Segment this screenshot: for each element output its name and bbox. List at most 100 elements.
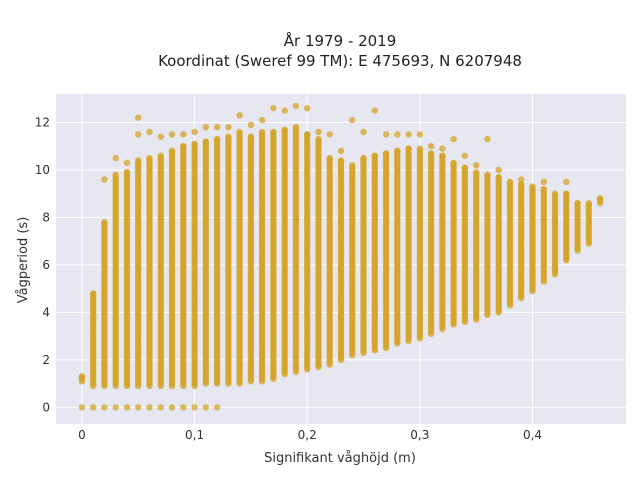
data-point [326, 131, 333, 138]
data-point [585, 200, 592, 207]
data-point [123, 159, 131, 166]
data-point [202, 404, 209, 411]
y-tick-labels: 0 2 4 6 8 10 12 [35, 115, 50, 414]
x-tick-label: 0 [78, 428, 86, 442]
data-point [416, 145, 424, 152]
data-point [213, 124, 221, 131]
y-tick-label: 2 [42, 353, 50, 367]
data-point [258, 116, 266, 124]
data-point [315, 135, 322, 143]
data-point [596, 195, 604, 202]
data-point [270, 128, 277, 136]
data-point [112, 404, 119, 411]
data-point [191, 404, 198, 411]
data-point [495, 173, 502, 181]
data-point [213, 404, 221, 411]
data-points [78, 102, 604, 411]
data-point [123, 169, 131, 176]
data-point [168, 147, 176, 155]
data-point [382, 131, 390, 138]
data-point [157, 152, 164, 159]
data-point [135, 131, 142, 138]
data-point [484, 135, 491, 143]
data-point [236, 128, 243, 136]
data-point [540, 185, 547, 193]
data-point [292, 102, 300, 110]
data-point [202, 138, 209, 145]
data-point [180, 131, 187, 138]
data-point [146, 404, 153, 411]
data-point [405, 145, 412, 152]
y-tick-label: 10 [35, 163, 50, 177]
data-point [371, 152, 378, 159]
data-point [236, 112, 243, 119]
data-point [518, 181, 525, 188]
data-point [473, 162, 480, 169]
data-point [247, 121, 255, 129]
data-point [337, 147, 345, 155]
data-point [360, 128, 367, 136]
data-point [382, 150, 390, 157]
data-point [90, 404, 97, 411]
x-tick-label: 0,4 [523, 428, 542, 442]
data-point [371, 107, 378, 114]
data-point [450, 135, 457, 143]
data-point [101, 176, 108, 183]
y-tick-label: 8 [42, 210, 50, 224]
data-point [518, 176, 525, 183]
data-point [506, 178, 514, 185]
x-tick-label: 0,1 [185, 428, 204, 442]
data-point [529, 183, 536, 190]
data-point [112, 171, 119, 178]
data-point [135, 404, 142, 411]
x-axis-label: Signifikant våghöjd (m) [264, 451, 416, 466]
chart-title: År 1979 - 2019 [284, 31, 397, 50]
data-point [281, 126, 288, 133]
chart-subtitle: Koordinat (Sweref 99 TM): E 475693, N 62… [158, 52, 522, 70]
data-point [90, 290, 97, 297]
data-point [304, 105, 311, 112]
data-point [78, 373, 86, 380]
data-point [101, 219, 108, 226]
data-point [450, 159, 457, 166]
data-point [135, 157, 142, 164]
x-tick-label: 0,2 [298, 428, 317, 442]
data-point [225, 124, 232, 131]
data-point [247, 133, 255, 140]
data-point [427, 143, 435, 150]
y-tick-label: 0 [42, 400, 50, 414]
data-point [191, 128, 198, 136]
data-point [225, 133, 232, 140]
data-point [484, 171, 491, 178]
y-tick-label: 4 [42, 305, 50, 319]
y-tick-label: 12 [35, 115, 50, 129]
data-point [135, 114, 142, 121]
data-point [563, 190, 570, 197]
data-point [123, 404, 131, 411]
data-point [427, 150, 435, 157]
data-point [270, 105, 277, 112]
data-point [563, 178, 570, 185]
data-point [473, 169, 480, 176]
data-point [168, 131, 176, 138]
data-point [540, 178, 547, 185]
data-point [213, 135, 221, 143]
data-point [146, 128, 153, 136]
data-point [202, 124, 209, 131]
data-point [326, 154, 333, 162]
data-point [78, 404, 86, 411]
data-point [258, 128, 266, 136]
data-point [112, 154, 119, 162]
data-point [349, 162, 356, 169]
data-point [349, 116, 356, 124]
data-point [101, 404, 108, 411]
data-point [180, 404, 187, 411]
data-point [495, 166, 502, 174]
data-point [405, 131, 412, 138]
data-point [551, 190, 559, 197]
data-point [157, 133, 164, 140]
data-point [416, 131, 424, 138]
data-point [191, 140, 198, 148]
x-tick-label: 0,3 [410, 428, 429, 442]
